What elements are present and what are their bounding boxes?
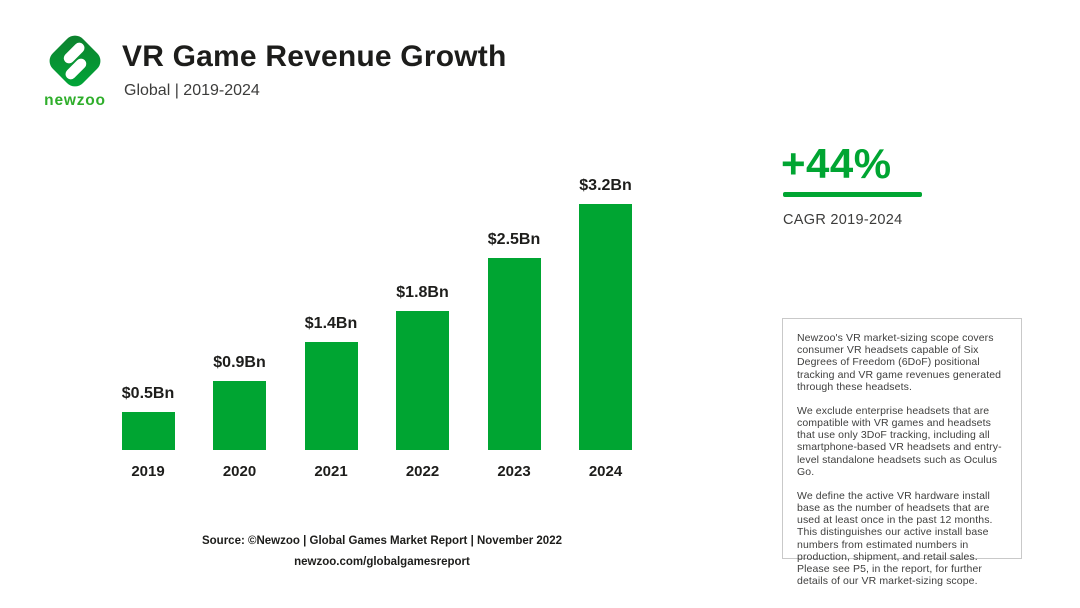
bar-value-label: $1.8Bn [396,284,449,302]
cagr-value: +44% [781,140,892,187]
bar-category-label: 2022 [405,463,440,480]
bar-value-label: $0.9Bn [213,353,266,371]
bar-2023 [487,257,541,450]
cagr-label: CAGR 2019-2024 [783,212,903,228]
bar-2024 [579,203,632,450]
note-paragraph-1: Newzoo's VR market-sizing scope covers c… [797,332,1002,393]
bar-2020 [213,380,266,450]
source-text: Source: ©Newzoo | Global Games Market Re… [201,535,562,547]
newzoo-diamond-icon: newzoo [44,35,106,109]
note-paragraph-3: We define the active VR hardware install… [797,489,993,588]
bar-category-label: 2024 [588,463,623,480]
source-block: Source: ©Newzoo | Global Games Market Re… [102,534,662,568]
page-subtitle: Global | 2019-2024 [124,82,260,99]
bar-value-label: $0.5Bn [121,384,175,402]
bar-category-label: 2019 [131,463,165,480]
newzoo-logo: newzoo [37,28,115,114]
bar-2019 [121,411,175,450]
methodology-note-box: Newzoo's VR market-sizing scope covers c… [782,318,1022,587]
newzoo-wordmark: newzoo [44,92,106,109]
bar-value-label: $2.5Bn [487,230,541,248]
bar-2021 [304,342,358,450]
bar-chart: $0.5Bn 2019 $0.9Bn 2020 $1.4Bn 2021 $1.8Bn 2022… [121,176,632,480]
note-paragraph-2: We exclude enterprise headsets that are … [797,404,1002,478]
source-url: newzoo.com/globalgamesreport [294,556,470,569]
bar-category-label: 2021 [314,463,348,480]
bar-category-label: 2023 [497,463,531,480]
cagr-underline [783,192,922,197]
bar-category-label: 2020 [222,463,257,480]
bar-2022 [396,311,449,450]
bar-value-label: $1.4Bn [304,315,358,333]
page-title: VR Game Revenue Growth [122,40,507,73]
bar-value-label: $3.2Bn [579,176,632,194]
